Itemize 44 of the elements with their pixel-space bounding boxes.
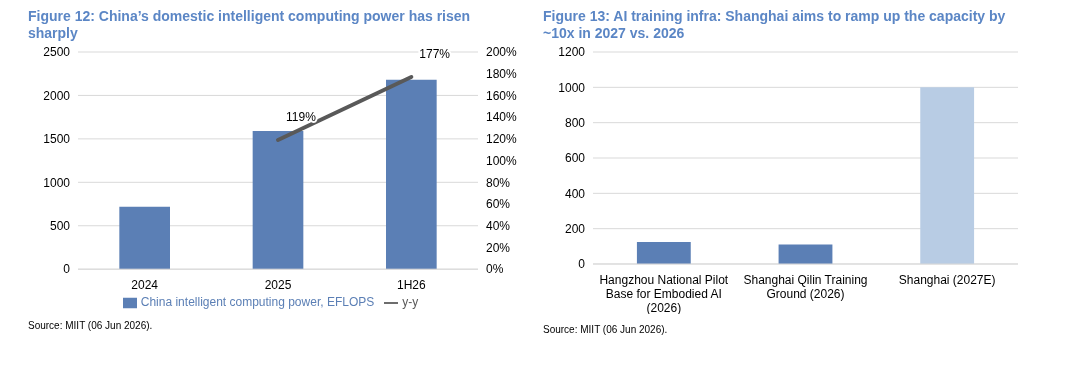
x-tick-label: 1H26: [396, 278, 426, 293]
y2-tick-label: 80%: [486, 175, 511, 190]
bar: [386, 79, 437, 270]
chart-title: Figure 13: AI training infra: Shanghai aims to ramp up the capacity by ~10x in 2027 vs. 2026: [543, 8, 1007, 43]
y2-tick-label: 160%: [486, 88, 518, 103]
data-label: 119%: [286, 109, 317, 124]
y2-tick-label: 40%: [486, 219, 511, 233]
x-tick-label: Shanghai Qilin Training Ground (2026): [743, 273, 868, 301]
y2-tick-label: 20%: [486, 240, 511, 255]
source-note: Source: MIIT (06 Jun 2026).: [28, 320, 154, 331]
y-tick-label: 800: [564, 115, 586, 130]
y-tick-label: 2500: [43, 45, 71, 60]
legend-label: y-y: [402, 295, 419, 310]
bar: [920, 87, 975, 264]
source-note: Source: MIIT (06 Jun 2026).: [543, 324, 669, 335]
y2-tick-label: 140%: [486, 110, 518, 125]
bar: [636, 241, 691, 264]
y2-tick-label: 180%: [486, 66, 518, 81]
bar: [778, 244, 833, 264]
y-tick-label: 1500: [43, 132, 71, 147]
legend-label: China intelligent computing power, EFLOPS: [140, 295, 375, 310]
y2-tick-label: 100%: [486, 153, 518, 168]
y2-tick-label: 60%: [486, 197, 511, 212]
y-tick-label: 1000: [43, 175, 71, 190]
y-tick-label: 0: [578, 257, 586, 272]
x-tick-label: 2025: [264, 278, 292, 293]
y-tick-label: 2000: [43, 88, 71, 103]
y-tick-label: 200: [564, 221, 586, 236]
x-tick-label: Shanghai (2027E): [898, 273, 996, 287]
y2-tick-label: 120%: [486, 132, 518, 147]
y-tick-label: 1200: [558, 45, 586, 60]
x-tick-label: 2024: [131, 278, 159, 293]
y-tick-label: 0: [63, 262, 71, 277]
chart-title: Figure 12: China’s domestic intelligent computing power has risen sharply: [28, 8, 472, 43]
bar: [252, 131, 304, 270]
y2-tick-label: 200%: [486, 45, 518, 60]
bar: [119, 206, 170, 270]
y-tick-label: 500: [49, 219, 71, 233]
data-label: 177%: [419, 46, 451, 61]
y-tick-label: 1000: [558, 80, 586, 95]
y2-tick-label: 0%: [486, 262, 504, 277]
y-tick-label: 600: [564, 151, 586, 166]
x-tick-label: Hangzhou National Pilot Base for Embodied AI (2026): [599, 273, 729, 315]
y-tick-label: 400: [564, 186, 586, 201]
